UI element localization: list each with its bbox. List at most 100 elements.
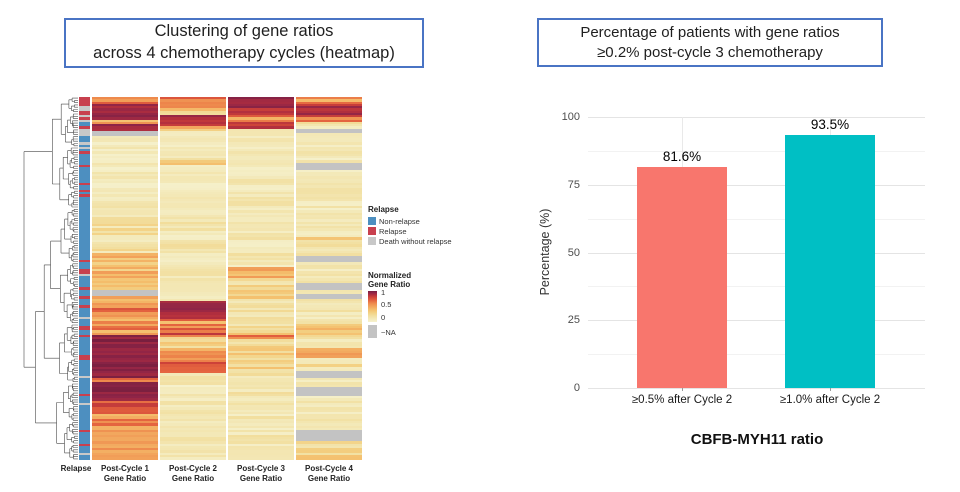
relapse-annotation-cell — [79, 257, 90, 261]
heatmap-cell — [92, 126, 158, 129]
heatmap-cell — [228, 439, 294, 442]
heatmap-cell — [92, 239, 158, 242]
relapse-annotation-cell — [79, 289, 90, 292]
legend-label: Non-relapse — [379, 216, 420, 226]
relapse-annotation-cell — [79, 232, 90, 236]
relapse-annotation-cell — [79, 314, 90, 317]
heatmap-cell — [296, 448, 362, 451]
heatmap-cell — [92, 391, 158, 394]
heatmap-cell — [228, 160, 294, 163]
heatmap-cell — [160, 432, 226, 435]
relapse-annotation-cell — [79, 149, 90, 152]
heatmap-cell — [228, 289, 294, 292]
heatmap-cell — [228, 205, 294, 209]
relapse-annotation-cell — [79, 180, 90, 184]
heatmap-cell — [160, 436, 226, 440]
heatmap-cell — [92, 124, 158, 127]
legend-label: Relapse — [379, 226, 407, 236]
heatmap-cell — [160, 192, 226, 195]
relapse-annotation-cell — [79, 108, 90, 111]
heatmap-cell — [92, 196, 158, 199]
heatmap-cell — [92, 303, 158, 306]
heatmap-cell — [160, 271, 226, 274]
heatmap-cell — [160, 373, 226, 376]
heatmap-cell — [228, 137, 294, 141]
heatmap-cell — [228, 130, 294, 134]
heatmap-cell — [160, 235, 226, 238]
heatmap-cell — [228, 377, 294, 381]
gradient-legend-colorbar — [368, 291, 377, 322]
relapse-annotation-cell — [79, 133, 90, 136]
heatmap-cell — [92, 414, 158, 417]
heatmap-cell — [228, 212, 294, 215]
heatmap-cell — [296, 223, 362, 227]
heatmap-cell — [296, 121, 362, 125]
relapse-annotation-cell — [79, 130, 90, 134]
heatmap-cell — [92, 103, 158, 107]
heatmap-cell — [160, 171, 226, 175]
heatmap-cell — [228, 119, 294, 122]
heatmap-cell — [92, 251, 158, 254]
heatmap-cell — [92, 328, 158, 331]
heatmap-cell — [92, 160, 158, 163]
heatmap-cell — [160, 97, 226, 100]
heatmap-cell — [296, 257, 362, 261]
relapse-annotation-cell — [79, 303, 90, 306]
relapse-annotation-cell — [79, 427, 90, 431]
relapse-annotation-cell — [79, 214, 90, 218]
barchart-title-line2: ≥0.2% post-cycle 3 chemotherapy — [597, 43, 823, 61]
relapse-annotation-cell — [79, 339, 90, 342]
heatmap-cell — [296, 140, 362, 143]
heatmap-cell — [160, 325, 226, 329]
heatmap-cell — [228, 337, 294, 340]
heatmap-cell — [228, 328, 294, 331]
heatmap-cell — [228, 280, 294, 283]
heatmap-cell — [92, 162, 158, 165]
heatmap-cell — [228, 158, 294, 161]
relapse-annotation-cell — [79, 228, 90, 231]
relapse-annotation-cell — [79, 393, 90, 397]
heatmap-cell — [92, 255, 158, 258]
heatmap-cell — [92, 198, 158, 202]
heatmap-cell — [296, 128, 362, 131]
heatmap-cell — [296, 341, 362, 344]
heatmap-cell — [160, 441, 226, 444]
heatmap-cell — [160, 133, 226, 136]
relapse-annotation-cell — [79, 201, 90, 204]
heatmap-cell — [228, 176, 294, 179]
heatmap-cell — [228, 357, 294, 360]
heatmap-cell — [228, 169, 294, 172]
heatmap-cell — [296, 137, 362, 141]
heatmap-cell — [296, 244, 362, 247]
heatmap-cell — [92, 418, 158, 421]
heatmap-cell — [296, 162, 362, 165]
bar-chart-plot-area: 0 25 50 75 100 81.6% ≥0.5% after Cycle 2 93.5% ≥… — [562, 111, 925, 406]
heatmap-cell — [92, 323, 158, 326]
relapse-annotation-cell — [79, 371, 90, 374]
heatmap-cell — [160, 212, 226, 215]
y-tick-label: 100 — [561, 111, 580, 123]
heatmap-cell — [296, 457, 362, 460]
heatmap-cell — [92, 264, 158, 267]
heatmap-cell — [160, 262, 226, 265]
relapse-annotation-cell — [79, 280, 90, 283]
heatmap-cell — [160, 226, 226, 229]
heatmap-cell — [296, 239, 362, 242]
heatmap-cell — [228, 251, 294, 254]
heatmap-cell — [228, 362, 294, 365]
heatmap-cell — [160, 409, 226, 412]
heatmap-column-post-cycle-1 — [92, 97, 158, 460]
minor-gridline — [588, 150, 925, 152]
heatmap-cell — [296, 174, 362, 177]
heatmap-cell — [92, 174, 158, 177]
heatmap-cell — [160, 140, 226, 143]
na-swatch — [368, 325, 377, 338]
relapse-annotation-cell — [79, 273, 90, 276]
heatmap-cell — [296, 380, 362, 383]
heatmap-cell — [228, 239, 294, 242]
heatmap-cell — [92, 384, 158, 387]
heatmap-cell — [296, 228, 362, 231]
heatmap-cell — [228, 434, 294, 437]
heatmap-cell — [92, 208, 158, 211]
relapse-annotation-cell — [79, 348, 90, 351]
